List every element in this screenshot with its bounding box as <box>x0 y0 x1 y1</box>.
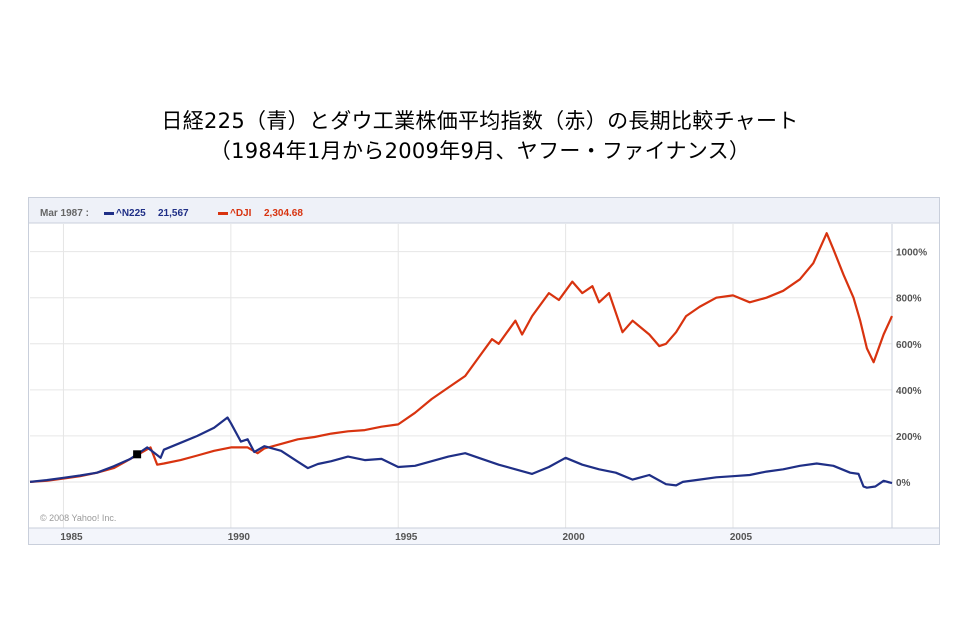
x-tick-label: 1995 <box>395 532 418 543</box>
chart-frame: 1000% 800% 600% 400% 200% 0% 1985 1990 1995 2000… <box>28 197 940 545</box>
legend-date: Mar 1987 : <box>40 208 89 219</box>
chart-subtitle: （1984年1月から2009年9月、ヤフー・ファイナンス） <box>209 139 751 163</box>
legend-header-bg <box>29 198 939 223</box>
y-tick-label: 1000% <box>896 248 927 259</box>
y-tick-label: 400% <box>896 386 922 397</box>
grid <box>30 224 893 528</box>
legend-n225-swatch <box>104 212 114 215</box>
x-tick-label: 2005 <box>730 532 753 543</box>
legend-dji-swatch <box>218 212 228 215</box>
chart-outer-border <box>28 197 940 545</box>
y-tick-label: 800% <box>896 294 922 305</box>
series-layer <box>29 232 894 489</box>
legend-n225-symbol: ^N225 <box>116 208 146 219</box>
legend-dji-value: 2,304.68 <box>264 208 303 219</box>
chart-title: 日経225（青）とダウ工業株価平均指数（赤）の長期比較チャート <box>161 109 799 133</box>
legend-dji-symbol: ^DJI <box>230 208 252 219</box>
chart-svg: 1000% 800% 600% 400% 200% 0% 1985 1990 1995 2000… <box>28 197 940 545</box>
copyright: © 2008 Yahoo! Inc. <box>40 513 116 523</box>
legend-n225-value: 21,567 <box>158 208 189 219</box>
y-tick-label: 0% <box>896 478 911 489</box>
series-line-dji <box>29 232 894 483</box>
title-block: 日経225（青）とダウ工業株価平均指数（赤）の長期比較チャート （1984年1月… <box>0 106 960 166</box>
x-tick-label: 2000 <box>562 532 585 543</box>
x-tick-label: 1985 <box>60 532 83 543</box>
y-tick-label: 200% <box>896 432 922 443</box>
x-axis-labels: 1985 1990 1995 2000 2005 <box>60 532 752 543</box>
x-tick-label: 1990 <box>228 532 251 543</box>
hover-marker <box>133 450 142 459</box>
y-axis-labels: 1000% 800% 600% 400% 200% 0% <box>896 248 927 489</box>
series-line-n225 <box>29 416 893 489</box>
y-tick-label: 600% <box>896 340 922 351</box>
x-axis-bg <box>29 528 939 544</box>
